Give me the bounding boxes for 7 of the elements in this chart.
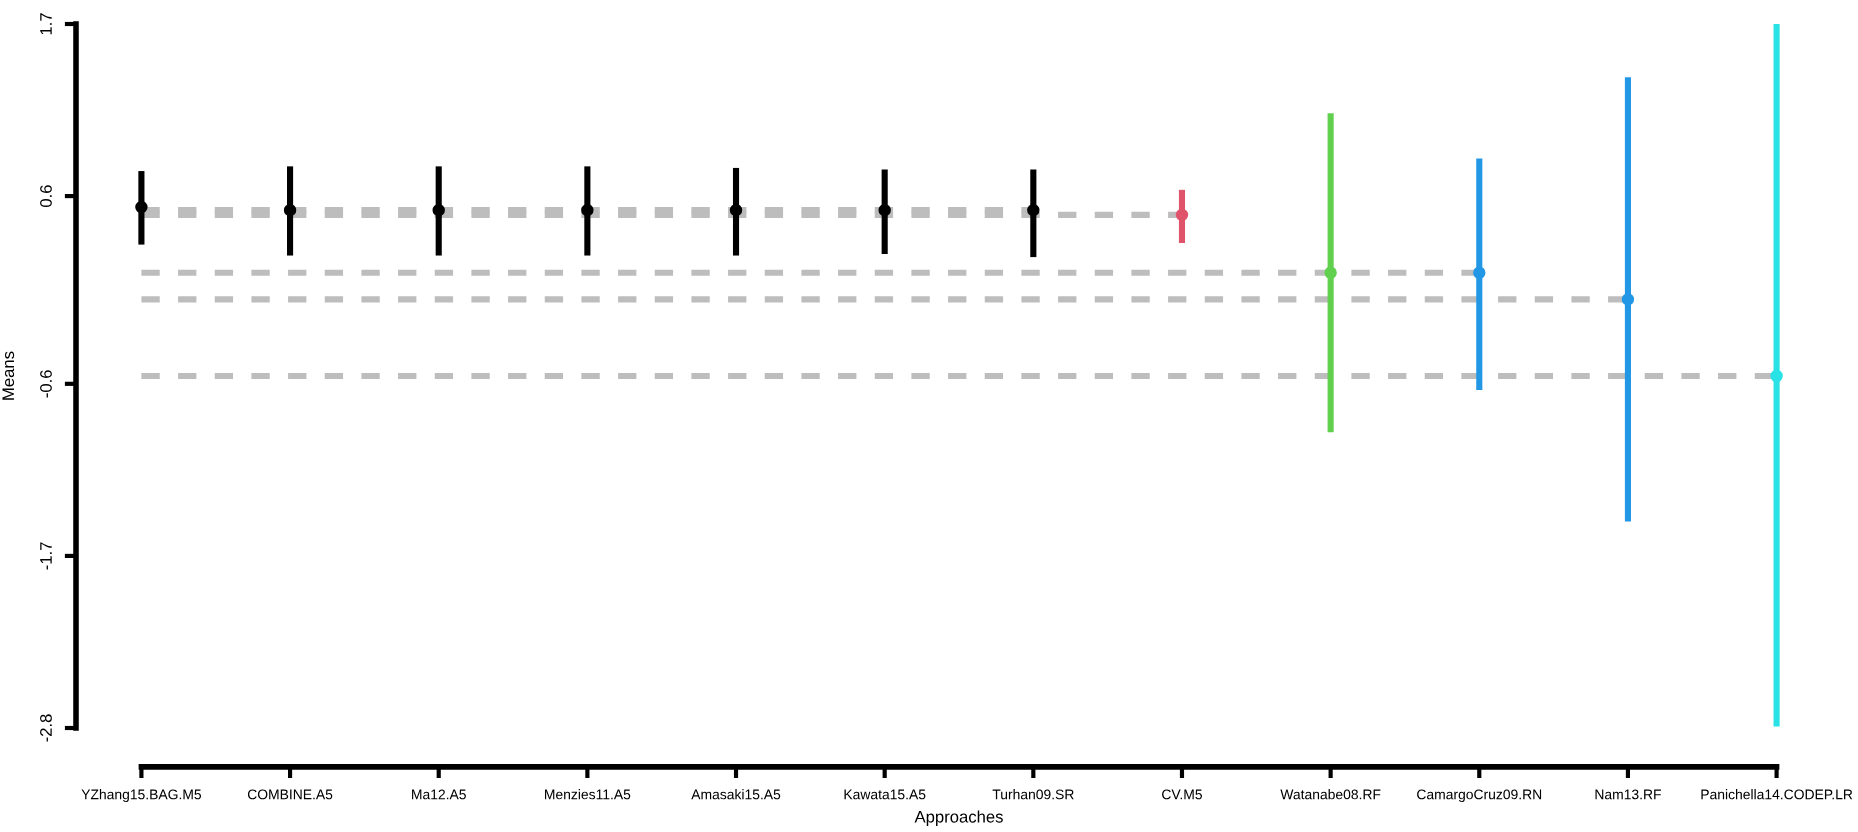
- y-tick-label: -0.6: [40, 370, 52, 398]
- y-tick-label: 1.7: [40, 13, 52, 35]
- y-tick-label: -2.8: [40, 714, 52, 742]
- x-axis-title: Approaches: [914, 810, 1003, 826]
- y-axis-title: Means: [2, 351, 15, 400]
- y-tick-label: 0.6: [40, 185, 52, 208]
- y-tick-label: -1.7: [40, 542, 52, 570]
